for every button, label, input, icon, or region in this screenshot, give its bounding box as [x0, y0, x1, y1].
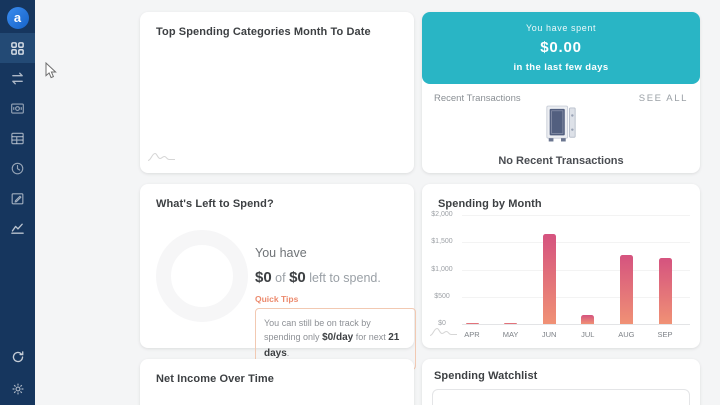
sidebar-item-trends[interactable] [0, 213, 35, 243]
spent-banner-line1: You have spent [525, 23, 597, 33]
spent-banner: You have spent $0.00 in the last few day… [422, 12, 700, 84]
mouse-cursor [45, 61, 57, 84]
gridline [462, 215, 690, 216]
no-transactions-text: No Recent Transactions [498, 155, 624, 167]
clock-icon [10, 161, 25, 176]
amount-left-value: $0 [255, 269, 272, 286]
sidebar-item-transfers[interactable] [0, 63, 35, 93]
top-spending-card: Top Spending Categories Month To Date [140, 12, 414, 173]
recent-transactions-empty-state: No Recent Transactions [422, 104, 700, 167]
dashboard-grid-icon [10, 41, 25, 56]
amount-total-value: $0 [289, 269, 306, 286]
whats-left-summary: You have $0 of $0 left to spend. Quick T… [255, 246, 416, 371]
refresh-button[interactable] [0, 341, 35, 373]
top-spending-title: Top Spending Categories Month To Date [156, 26, 371, 38]
sidebar-nav [0, 33, 35, 243]
you-have-label: You have [255, 246, 307, 260]
watchlist-title: Spending Watchlist [434, 370, 538, 382]
spending-bar-aug[interactable] [619, 254, 633, 324]
app-logo[interactable]: a [6, 7, 29, 29]
y-axis-tick-label: $2,000 [431, 211, 453, 218]
whats-left-title: What's Left to Spend? [156, 198, 274, 210]
transfer-arrows-icon [10, 71, 25, 86]
chart-preview-sparkline-icon [147, 149, 177, 167]
edit-note-icon [10, 191, 25, 206]
recent-transactions-label: Recent Transactions [434, 93, 521, 104]
safe-vault-icon [544, 105, 578, 148]
whats-left-card: What's Left to Spend? You have $0 of $0 … [140, 184, 416, 371]
sidebar: a [0, 0, 35, 405]
settings-button[interactable] [0, 373, 35, 405]
gridline [462, 324, 690, 325]
table-icon [10, 131, 25, 146]
y-axis-tick-label: $500 [434, 292, 450, 300]
y-axis-tick-label: $0 [438, 320, 446, 327]
bill-icon [10, 101, 25, 116]
chart-preview-sparkline-icon [429, 324, 459, 342]
spending-bar-sep[interactable] [658, 258, 672, 324]
gridline [462, 296, 690, 298]
gridline [462, 242, 690, 244]
x-axis-tick-label: MAY [502, 330, 519, 339]
spending-bar-jul[interactable] [581, 314, 595, 324]
tip-text-mid: for next [355, 332, 386, 343]
spending-bar-may[interactable] [504, 322, 518, 324]
sidebar-item-dashboard[interactable] [0, 33, 35, 63]
tip-text-pre: You can still be on track by spending on… [264, 318, 371, 343]
spent-summary-card: You have spent $0.00 in the last few day… [422, 12, 700, 173]
sidebar-item-notes[interactable] [0, 183, 35, 213]
gear-icon [11, 382, 25, 396]
recent-transactions-header: Recent Transactions SEE ALL [422, 84, 700, 104]
sidebar-item-history[interactable] [0, 153, 35, 183]
x-axis-tick-label: SEP [657, 330, 673, 339]
sidebar-bottom [0, 341, 35, 405]
tip-text-post: . [286, 348, 290, 359]
see-all-link[interactable]: SEE ALL [638, 93, 688, 104]
sidebar-item-bills[interactable] [0, 93, 35, 123]
quick-tips-label: Quick Tips [255, 294, 299, 304]
x-axis-tick-label: JUN [541, 330, 557, 339]
spending-by-month-title: Spending by Month [438, 198, 542, 210]
left-to-spend-label: left to spend. [309, 271, 381, 285]
gridline [462, 269, 690, 271]
of-label: of [275, 271, 286, 285]
spent-banner-line2: in the last few days [513, 62, 609, 73]
tip-rate-value: $0/day [322, 332, 354, 344]
watchlist-empty-box [432, 389, 690, 405]
spending-chart-plot [422, 215, 700, 325]
spent-banner-amount: $0.00 [540, 39, 582, 56]
spending-bar-apr[interactable] [465, 322, 479, 324]
x-axis-tick-label: AUG [618, 330, 635, 339]
amounts-line: $0 of $0 left to spend. [255, 269, 405, 286]
refresh-icon [11, 350, 25, 364]
spending-bar-jun[interactable] [542, 234, 556, 324]
y-axis-tick-label: $1,500 [431, 238, 453, 246]
spending-by-month-card: Spending by Month $0 $500 $1,000 $1,500 $2,0… [422, 184, 700, 348]
x-axis-tick-label: JUL [581, 330, 595, 339]
y-axis-tick-label: $1,000 [431, 265, 453, 273]
spending-watchlist-card: Spending Watchlist [422, 359, 700, 405]
line-chart-icon [10, 221, 25, 236]
x-axis-tick-label: APR [464, 330, 480, 339]
net-income-card: Net Income Over Time [140, 359, 414, 405]
budget-donut-chart [156, 230, 248, 322]
sidebar-item-accounts[interactable] [0, 123, 35, 153]
tip-days-value: 21 days [264, 332, 400, 360]
net-income-title: Net Income Over Time [156, 373, 274, 385]
